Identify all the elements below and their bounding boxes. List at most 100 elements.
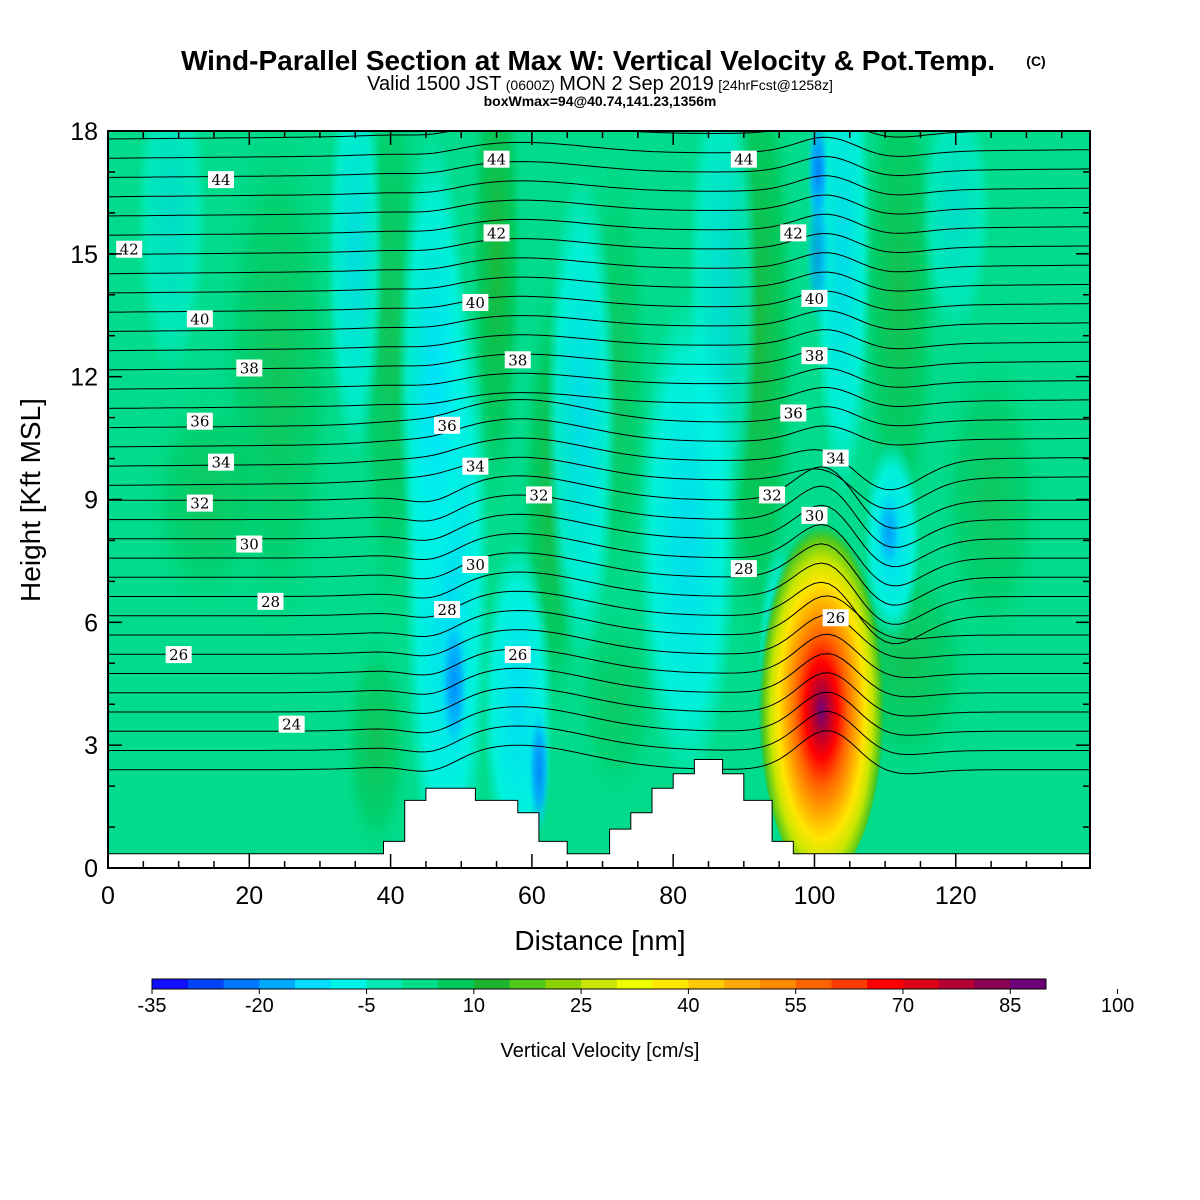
- contour-label-text: 44: [211, 171, 230, 189]
- colorbar-tick-label: 40: [677, 995, 699, 1017]
- box-info: boxWmax=94@40.74,141.23,1356m: [484, 93, 717, 109]
- chart-subtitle: Valid 1500 JST (0600Z) MON 2 Sep 2019 [2…: [367, 73, 833, 95]
- contour-label-text: 44: [487, 151, 506, 169]
- colorbar-swatch: [366, 979, 403, 989]
- contour-label-text: 36: [190, 413, 209, 431]
- contour-label: 44: [730, 150, 757, 169]
- contour-label: 40: [801, 289, 828, 308]
- theta-contour-line: [108, 485, 1090, 548]
- contour-label-text: 30: [466, 556, 485, 574]
- theta-contour-line: [108, 309, 1090, 332]
- velocity-region: [574, 601, 660, 807]
- contour-label-text: 32: [529, 486, 548, 504]
- theta-contour-line: [108, 156, 1090, 178]
- contour-label: 42: [483, 224, 510, 242]
- y-tick-label: 0: [84, 855, 98, 883]
- colorbar-swatch: [295, 979, 332, 989]
- subtitle-valid: Valid 1500 JST: [367, 73, 501, 95]
- contour-label: 30: [801, 506, 828, 525]
- colorbar-swatch: [581, 979, 618, 989]
- contour-label-text: 40: [190, 310, 209, 328]
- velocity-region: [527, 704, 551, 836]
- contour-label-text: 40: [805, 290, 824, 308]
- y-tick-label: 3: [84, 732, 98, 760]
- y-tick-label: 12: [70, 364, 98, 392]
- colorbar-tick-label: 55: [785, 995, 807, 1017]
- contour-label: 36: [186, 412, 213, 431]
- contour-label: 44: [208, 171, 235, 189]
- colorbar-tick-label: -35: [138, 995, 167, 1017]
- colorbar-swatch: [330, 979, 368, 989]
- theta-contour-line: [108, 543, 1090, 606]
- colorbar-swatch: [652, 979, 689, 989]
- colorbar-tick-label: 70: [892, 995, 914, 1017]
- contour-label: 30: [462, 556, 489, 574]
- terrain: [108, 759, 1090, 868]
- contour-label: 28: [434, 601, 461, 619]
- contour-label: 36: [780, 404, 807, 423]
- theta-contour-line: [108, 418, 1090, 448]
- contour-label-text: 28: [261, 593, 280, 611]
- velocity-region: [327, 131, 384, 459]
- contour-label: 34: [822, 449, 849, 468]
- contour-label: 38: [504, 351, 531, 369]
- colorbar: -35 -20 -5 10 25 40 55 70 85 100: [138, 978, 1134, 1017]
- theta-contour-line: [108, 348, 1090, 371]
- colorbar-swatch: [795, 979, 832, 989]
- colorbar-swatch: [223, 979, 260, 989]
- contour-label-text: 30: [240, 536, 259, 554]
- axis-ticks: [107, 130, 1090, 869]
- colorbar-swatch: [867, 979, 904, 989]
- subtitle-date: MON 2 Sep 2019: [559, 73, 714, 95]
- contour-label-text: 30: [805, 507, 824, 525]
- contour-label: 26: [822, 609, 849, 627]
- theta-contour-line: [108, 398, 1090, 429]
- theta-contour-line: [108, 131, 1083, 140]
- velocity-region: [546, 171, 617, 664]
- contour-labels: 44 44 44 42 42 42 40 40 40 38 38 38 36 36 36 34 34 34 32 32…: [116, 150, 849, 734]
- contour-label: 30: [236, 535, 263, 554]
- theta-contour-line: [108, 633, 1090, 678]
- colorbar-tick-label: 10: [463, 995, 485, 1017]
- colorbar-swatch: [187, 979, 225, 989]
- contour-label-text: 36: [438, 417, 457, 435]
- contour-label: 38: [236, 359, 263, 377]
- contour-label: 44: [483, 150, 510, 169]
- colorbar-swatch: [974, 979, 1011, 989]
- theta-contour-line: [108, 456, 1090, 510]
- theta-contour-line: [108, 691, 1090, 736]
- contour-label-text: 32: [763, 486, 782, 504]
- contour-label-text: 26: [169, 646, 188, 664]
- velocity-region: [687, 131, 758, 541]
- contour-label-text: 42: [487, 224, 506, 242]
- theta-contour-line: [108, 614, 1090, 659]
- theta-contour-line: [108, 329, 1090, 352]
- theta-contour-line: [108, 213, 1090, 236]
- theta-contour-line: [108, 233, 1090, 255]
- x-tick-label: 20: [235, 882, 263, 910]
- velocity-region: [934, 335, 1048, 664]
- theta-contour-line: [108, 595, 1090, 640]
- contour-label: 32: [525, 486, 552, 504]
- colorbar-tick-label: 25: [570, 995, 592, 1017]
- contour-label: 36: [434, 416, 461, 435]
- contour-label: 28: [730, 560, 757, 578]
- plot-area: 44 44 44 42 42 42 40 40 40 38 38 38 36 36 36 34 34 34 32 32…: [108, 131, 1090, 868]
- contour-label-text: 40: [466, 294, 485, 312]
- colorbar-swatch: [509, 979, 546, 989]
- y-tick-label: 9: [84, 487, 98, 515]
- contour-label-text: 28: [438, 601, 457, 619]
- contour-label: 24: [278, 715, 305, 734]
- contour-label: 40: [462, 293, 489, 312]
- x-tick-label: 0: [101, 882, 115, 910]
- contour-label: 38: [801, 347, 828, 365]
- velocity-region: [397, 131, 469, 623]
- theta-contour-line: [108, 437, 1090, 491]
- contour-label: 40: [186, 310, 213, 328]
- theta-contour-line: [108, 710, 1090, 755]
- colorbar-swatch: [831, 979, 868, 989]
- colorbar-tick-label: 100: [1101, 995, 1134, 1017]
- contour-label-text: 34: [466, 458, 485, 476]
- contour-label: 32: [759, 486, 786, 504]
